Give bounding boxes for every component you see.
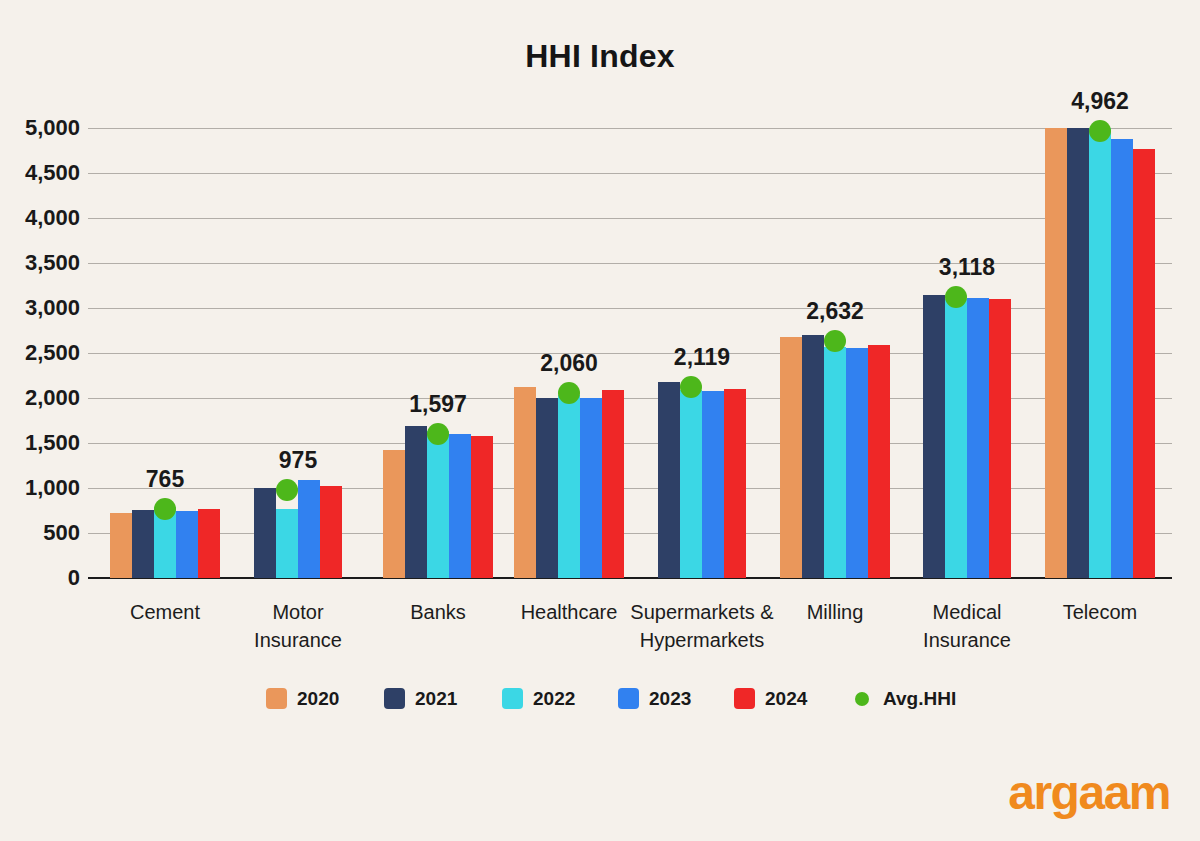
category-label-line: Telecom bbox=[1015, 598, 1185, 626]
bar-2023-motor-insurance bbox=[298, 480, 320, 578]
bar-2021-motor-insurance bbox=[254, 488, 276, 578]
y-tick-label: 1,000 bbox=[10, 477, 80, 499]
bar-2022-telecom bbox=[1089, 128, 1111, 578]
legend-swatch bbox=[384, 688, 405, 709]
value-label-banks: 1,597 bbox=[368, 391, 508, 418]
chart-canvas: HHI Index 0 500 1,000 1,500 2,000 2,500 3,000 3… bbox=[0, 0, 1200, 841]
legend-label: 2021 bbox=[415, 688, 457, 710]
legend-label: 2023 bbox=[649, 688, 691, 710]
y-tick-label: 4,500 bbox=[10, 162, 80, 184]
bar-2024-cement bbox=[198, 509, 220, 578]
bar-2022-banks bbox=[427, 431, 449, 578]
bar-2023-cement bbox=[176, 511, 198, 578]
bar-2023-supermarkets-hypermarkets bbox=[702, 391, 724, 578]
category-label-line: Insurance bbox=[213, 626, 383, 654]
bar-2024-milling bbox=[868, 345, 890, 578]
bar-2023-medical-insurance bbox=[967, 298, 989, 578]
bar-2023-milling bbox=[846, 348, 868, 578]
y-tick-label: 2,500 bbox=[10, 342, 80, 364]
legend-swatch bbox=[618, 688, 639, 709]
bar-2022-supermarkets-hypermarkets bbox=[680, 390, 702, 578]
bar-2024-supermarkets-hypermarkets bbox=[724, 389, 746, 578]
value-label-medical-insurance: 3,118 bbox=[897, 254, 1037, 281]
category-label-line: Hypermarkets bbox=[617, 626, 787, 654]
bar-2021-healthcare bbox=[536, 398, 558, 578]
legend-avg-dot-icon bbox=[855, 692, 869, 706]
argaam-logo: argaam bbox=[1008, 765, 1170, 820]
y-tick-label: 0 bbox=[10, 567, 80, 589]
value-label-telecom: 4,962 bbox=[1030, 88, 1170, 115]
value-label-supermarkets-hypermarkets: 2,119 bbox=[632, 344, 772, 371]
legend-swatch bbox=[734, 688, 755, 709]
bar-2020-milling bbox=[780, 337, 802, 578]
gridline bbox=[88, 128, 1172, 129]
bar-2021-cement bbox=[132, 510, 154, 578]
bar-2022-milling bbox=[824, 347, 846, 578]
value-label-cement: 765 bbox=[95, 466, 235, 493]
legend-label: Avg.HHI bbox=[883, 688, 956, 710]
y-tick-label: 4,000 bbox=[10, 207, 80, 229]
value-label-healthcare: 2,060 bbox=[499, 350, 639, 377]
value-label-milling: 2,632 bbox=[765, 298, 905, 325]
gridline bbox=[88, 218, 1172, 219]
y-tick-label: 5,000 bbox=[10, 117, 80, 139]
bar-2020-banks bbox=[383, 450, 405, 578]
avg-hhi-dot-cement bbox=[154, 498, 176, 520]
bar-2021-supermarkets-hypermarkets bbox=[658, 382, 680, 578]
bar-2024-telecom bbox=[1133, 149, 1155, 578]
chart-title: HHI Index bbox=[0, 38, 1200, 75]
category-label-line: Insurance bbox=[882, 626, 1052, 654]
avg-hhi-dot-milling bbox=[824, 330, 846, 352]
bar-2022-healthcare bbox=[558, 395, 580, 578]
bar-2023-healthcare bbox=[580, 398, 602, 578]
legend-swatch bbox=[266, 688, 287, 709]
bar-2022-motor-insurance bbox=[276, 509, 298, 578]
legend-swatch bbox=[502, 688, 523, 709]
bar-2020-cement bbox=[110, 513, 132, 578]
value-label-motor-insurance: 975 bbox=[228, 447, 368, 474]
avg-hhi-dot-healthcare bbox=[558, 382, 580, 404]
bar-2020-healthcare bbox=[514, 387, 536, 578]
legend-label: 2022 bbox=[533, 688, 575, 710]
bar-2024-banks bbox=[471, 436, 493, 578]
bar-2022-medical-insurance bbox=[945, 299, 967, 578]
gridline bbox=[88, 173, 1172, 174]
bar-2023-telecom bbox=[1111, 139, 1133, 578]
bar-2021-milling bbox=[802, 335, 824, 578]
bar-2021-telecom bbox=[1067, 128, 1089, 578]
bar-2024-motor-insurance bbox=[320, 486, 342, 578]
bar-2021-medical-insurance bbox=[923, 295, 945, 578]
y-tick-label: 500 bbox=[10, 522, 80, 544]
legend-label: 2020 bbox=[297, 688, 339, 710]
y-tick-label: 2,000 bbox=[10, 387, 80, 409]
category-label-telecom: Telecom bbox=[1015, 598, 1185, 626]
avg-hhi-dot-motor-insurance bbox=[276, 479, 298, 501]
bar-2021-banks bbox=[405, 426, 427, 578]
y-tick-label: 3,000 bbox=[10, 297, 80, 319]
bar-2024-healthcare bbox=[602, 390, 624, 578]
y-tick-label: 1,500 bbox=[10, 432, 80, 454]
y-tick-label: 3,500 bbox=[10, 252, 80, 274]
bar-2023-banks bbox=[449, 434, 471, 578]
bar-2024-medical-insurance bbox=[989, 299, 1011, 578]
bar-2020-telecom bbox=[1045, 128, 1067, 578]
legend-label: 2024 bbox=[765, 688, 807, 710]
